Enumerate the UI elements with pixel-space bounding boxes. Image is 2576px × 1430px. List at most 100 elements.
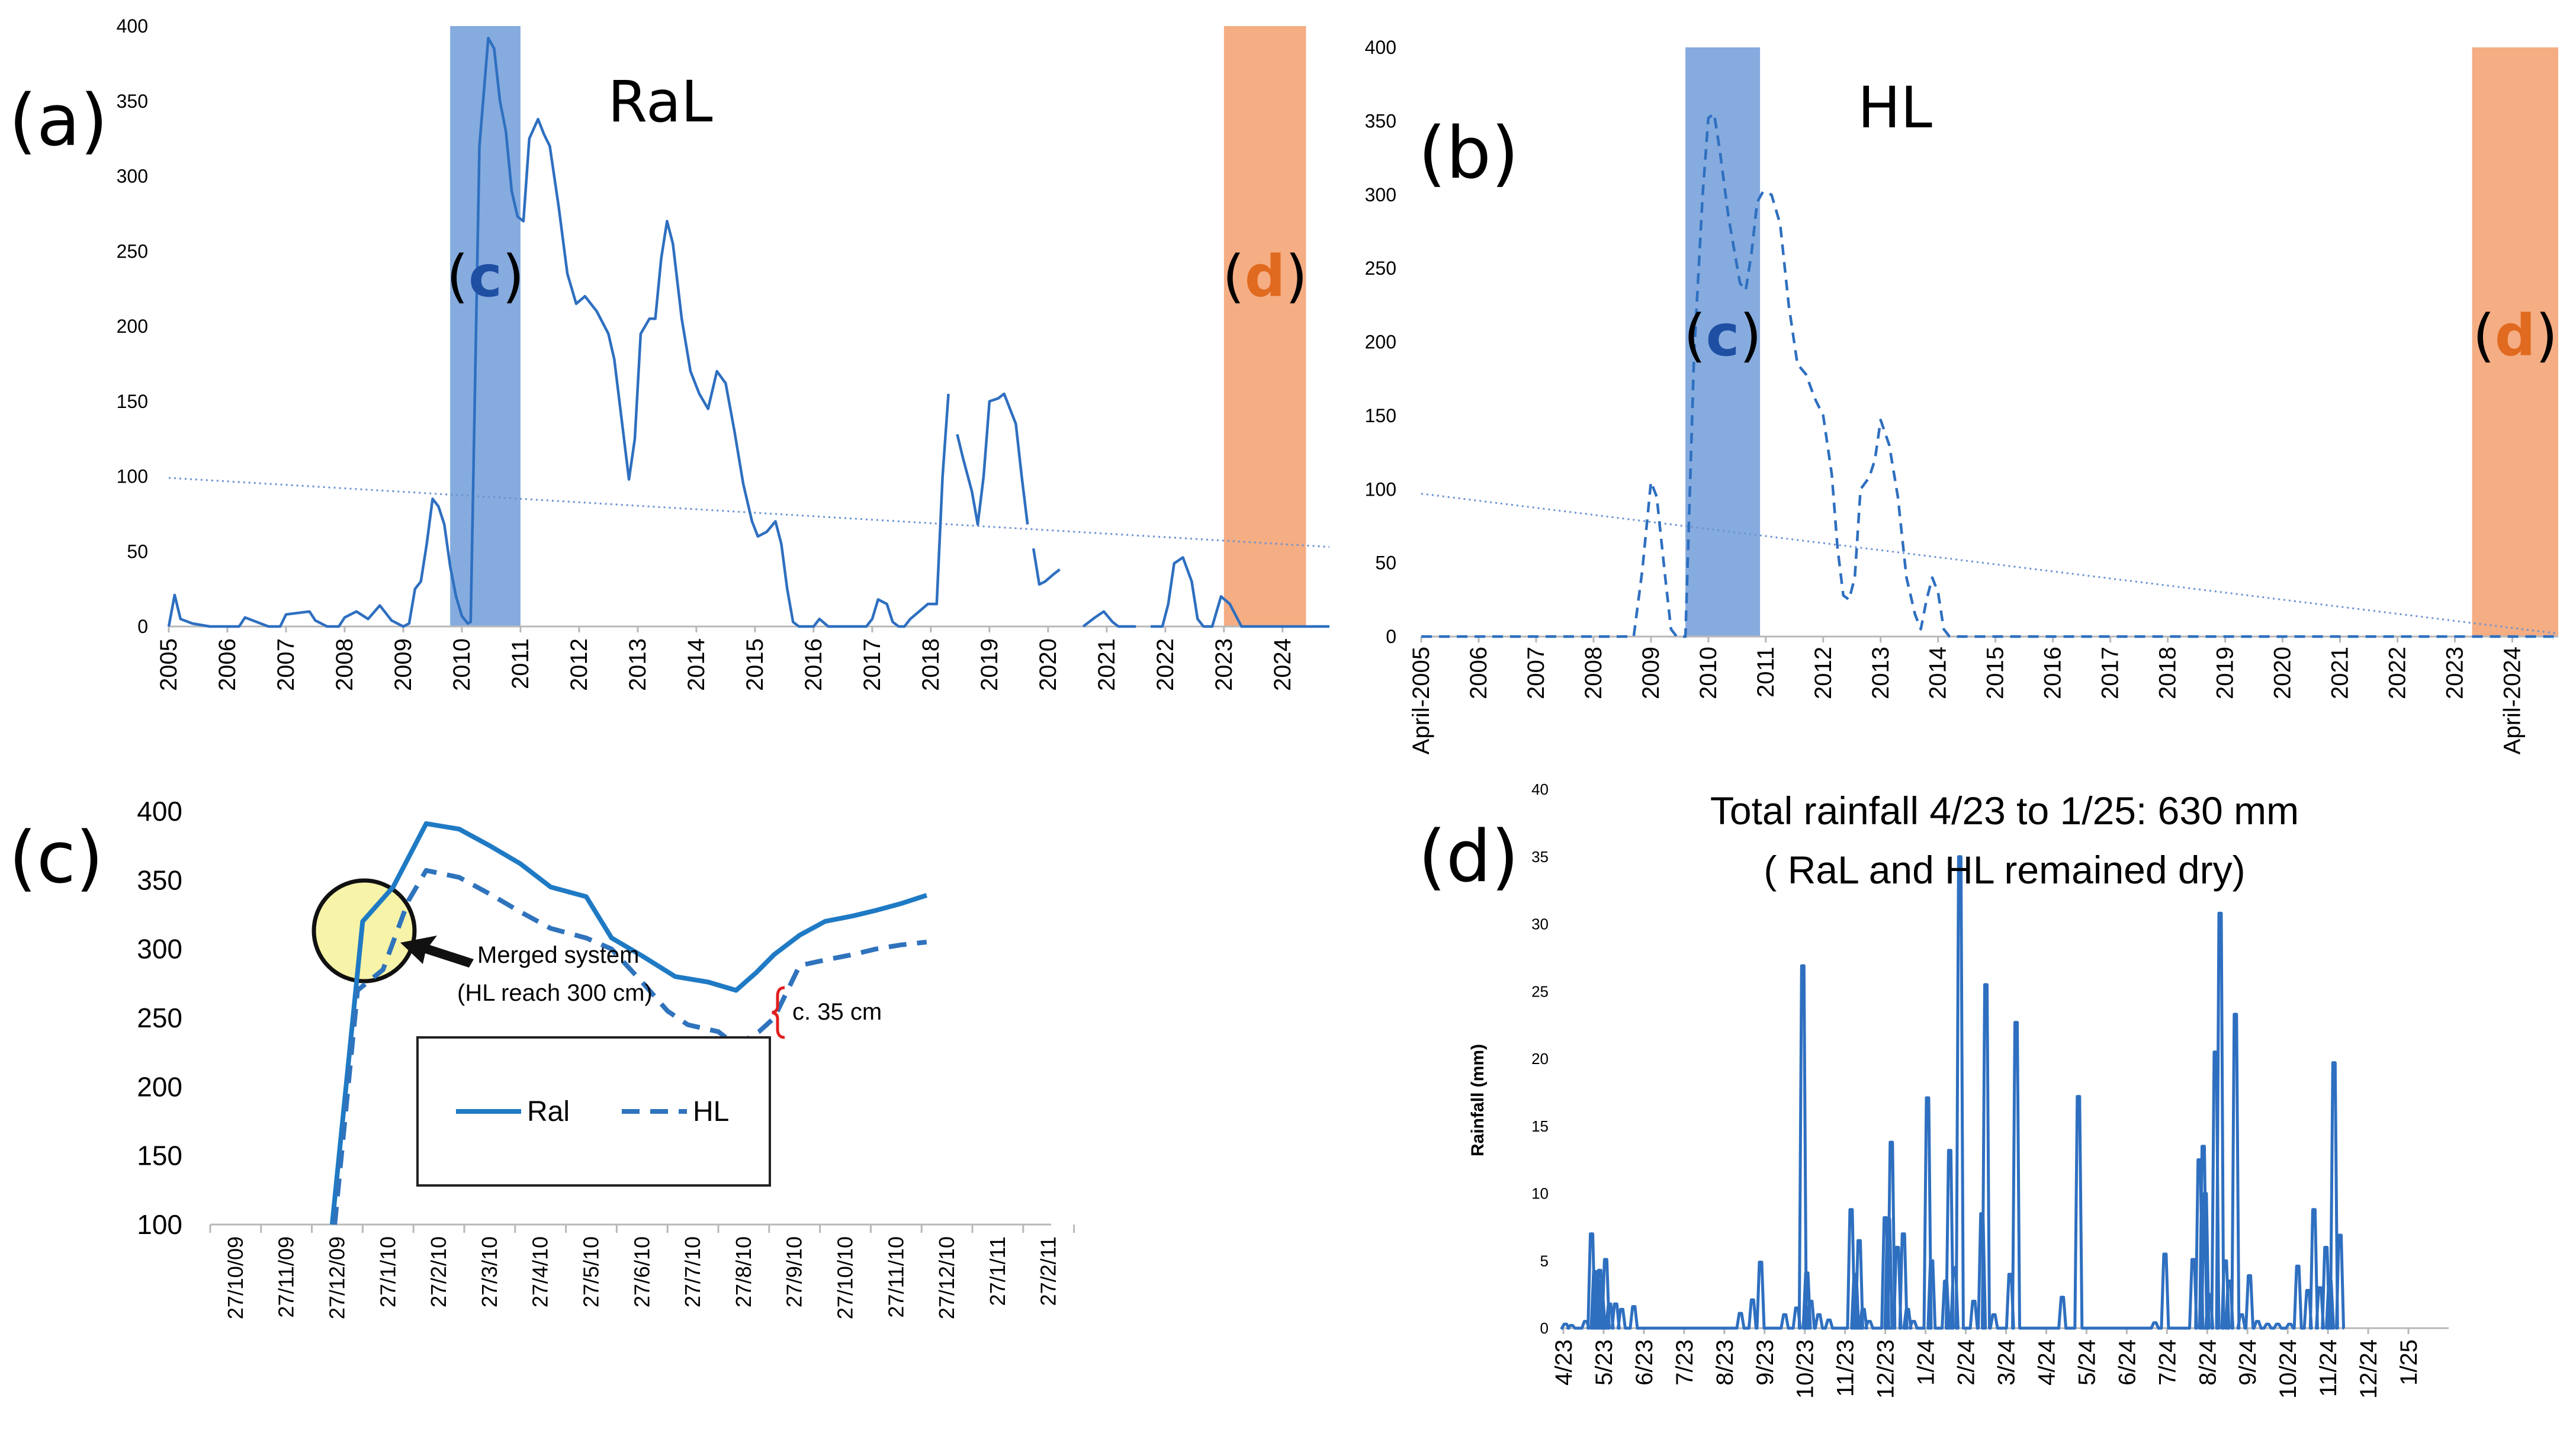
y-tick-label: 10 [1531,1185,1549,1203]
y-tick-label: 350 [1365,110,1396,131]
band-c-label: (c) [1684,303,1762,369]
y-tick-label: 300 [117,166,148,187]
y-tick-label: 100 [137,1209,182,1240]
x-tick-label: 27/10/09 [223,1236,248,1319]
x-tick-label: 2017 [2098,647,2124,699]
panel-a-chart: 0 50 100 150 200 250 300 350 400 2005 2006 2007 2008… [9,15,1330,691]
x-tick-label: 11/24 [2315,1339,2341,1397]
y-tick-label: 5 [1540,1252,1549,1270]
x-tick-label: 2008 [1581,647,1607,699]
y-tick-label: 350 [137,865,182,895]
x-tick-label: 2021 [2327,647,2353,699]
x-tick-label: 2013 [1868,647,1894,699]
series-line-rainfall [1560,855,2345,1330]
series-line-ral [329,821,928,1225]
y-tick-label: 250 [117,240,148,262]
annotation-gap-label: c. 35 cm [792,999,882,1025]
panel-label: (b) [1418,113,1519,195]
y-tick-label: 400 [137,796,182,827]
y-tick-label: 50 [127,541,148,562]
series-line-hl [332,868,927,1225]
y-tick-label: 200 [1365,332,1396,353]
x-tick-label: 27/9/10 [782,1236,807,1307]
x-tick-label: April-2024 [2499,647,2525,754]
series-line-ral [1082,610,1136,628]
x-tick-label: 27/12/10 [934,1236,959,1319]
x-tick-label: 5/23 [1591,1339,1617,1386]
x-tick-label: 4/24 [2034,1339,2060,1386]
x-tick-label: 9/24 [2235,1339,2261,1386]
band-d-highlight [2472,47,2558,637]
x-tick-label: 2009 [390,638,416,691]
y-tick-label: 0 [137,616,148,637]
x-tick-label: 2012 [566,638,592,691]
y-tick-label: 150 [1365,405,1396,426]
x-tick-label: 2005 [156,638,182,691]
x-tick-label: 2007 [1523,647,1549,699]
x-tick-label: 2014 [683,638,709,691]
x-tick-label: 27/3/10 [477,1236,502,1307]
x-tick-label: 27/2/11 [1036,1236,1061,1306]
x-tick-label: 2010 [449,638,475,691]
band-d-label: (d) [2472,303,2558,369]
y-tick-label: 150 [117,391,148,412]
x-tick-label: 5/24 [2074,1339,2100,1386]
y-tick-label: 200 [137,1071,182,1102]
x-tick-label: 2012 [1810,647,1836,699]
trend-line [1421,493,2559,635]
x-tick-label: 6/23 [1631,1339,1658,1386]
x-tick-label: 2020 [2270,647,2296,699]
x-tick-label: 2015 [1983,647,2009,699]
x-tick-label: 2011 [1753,647,1779,698]
y-tick-label: 150 [137,1140,182,1171]
x-tick-label: 2018 [2155,647,2181,699]
x-tick-label: 1/24 [1913,1339,1939,1386]
x-tick-label: 4/23 [1551,1339,1577,1386]
x-tick-label: April-2005 [1408,647,1434,754]
merge-arrow [400,936,474,968]
y-tick-label: 400 [1365,37,1396,58]
x-tick-label: 2009 [1638,647,1664,699]
series-line-ral [167,37,950,628]
y-tick-label: 250 [1365,258,1396,279]
y-tick-label: 100 [1365,478,1396,500]
x-tick-label: 12/23 [1873,1339,1899,1399]
x-tick-label: 2023 [1211,638,1237,691]
x-tick-label: 10/24 [2275,1339,2301,1399]
series-line-ral [1032,548,1061,586]
x-tick-label: 2007 [273,638,299,691]
x-tick-label: 2008 [332,638,358,691]
x-tick-label: 12/24 [2356,1339,2382,1399]
x-tick-label: 2006 [1466,647,1492,699]
x-tick-label: 2019 [977,638,1003,691]
x-tick-label: 2020 [1035,638,1061,691]
x-tick-label: 2019 [2212,647,2238,699]
panel-c-chart: 100 150 200 250 300 350 400 27/10/09 27/11/09 27/… [9,796,1075,1319]
series-line-ral [956,392,1029,526]
y-tick-label: 400 [117,15,148,37]
y-tick-label: 0 [1386,626,1396,647]
x-tick-label: 27/2/10 [426,1236,451,1307]
x-tick-label: 8/24 [2195,1339,2221,1386]
x-tick-label: 2017 [859,638,885,691]
x-tick-label: 2006 [214,638,240,691]
x-tick-label: 2022 [1152,638,1178,691]
x-tick-label: 10/23 [1793,1339,1819,1399]
x-tick-label: 27/6/10 [629,1236,654,1307]
x-tick-label: 27/11/10 [884,1236,908,1317]
series-line-ral [1151,556,1329,628]
y-tick-label: 100 [117,466,148,487]
x-tick-label: 2024 [1270,638,1296,691]
legend-label-hl: HL [693,1096,729,1127]
y-tick-label: 40 [1531,780,1549,798]
x-tick-label: 27/12/09 [325,1236,349,1319]
annotation-merged-line2: (HL reach 300 cm) [457,980,653,1006]
x-tick-label: 27/7/10 [680,1236,705,1307]
y-tick-label: 35 [1531,848,1549,866]
legend-label-ral: Ral [527,1096,570,1127]
band-d-label: (d) [1222,243,1308,310]
x-tick-label: 2014 [1925,647,1951,699]
y-tick-label: 15 [1531,1117,1549,1135]
chart-title: HL [1858,75,1932,141]
panel-label: (d) [1418,816,1519,898]
